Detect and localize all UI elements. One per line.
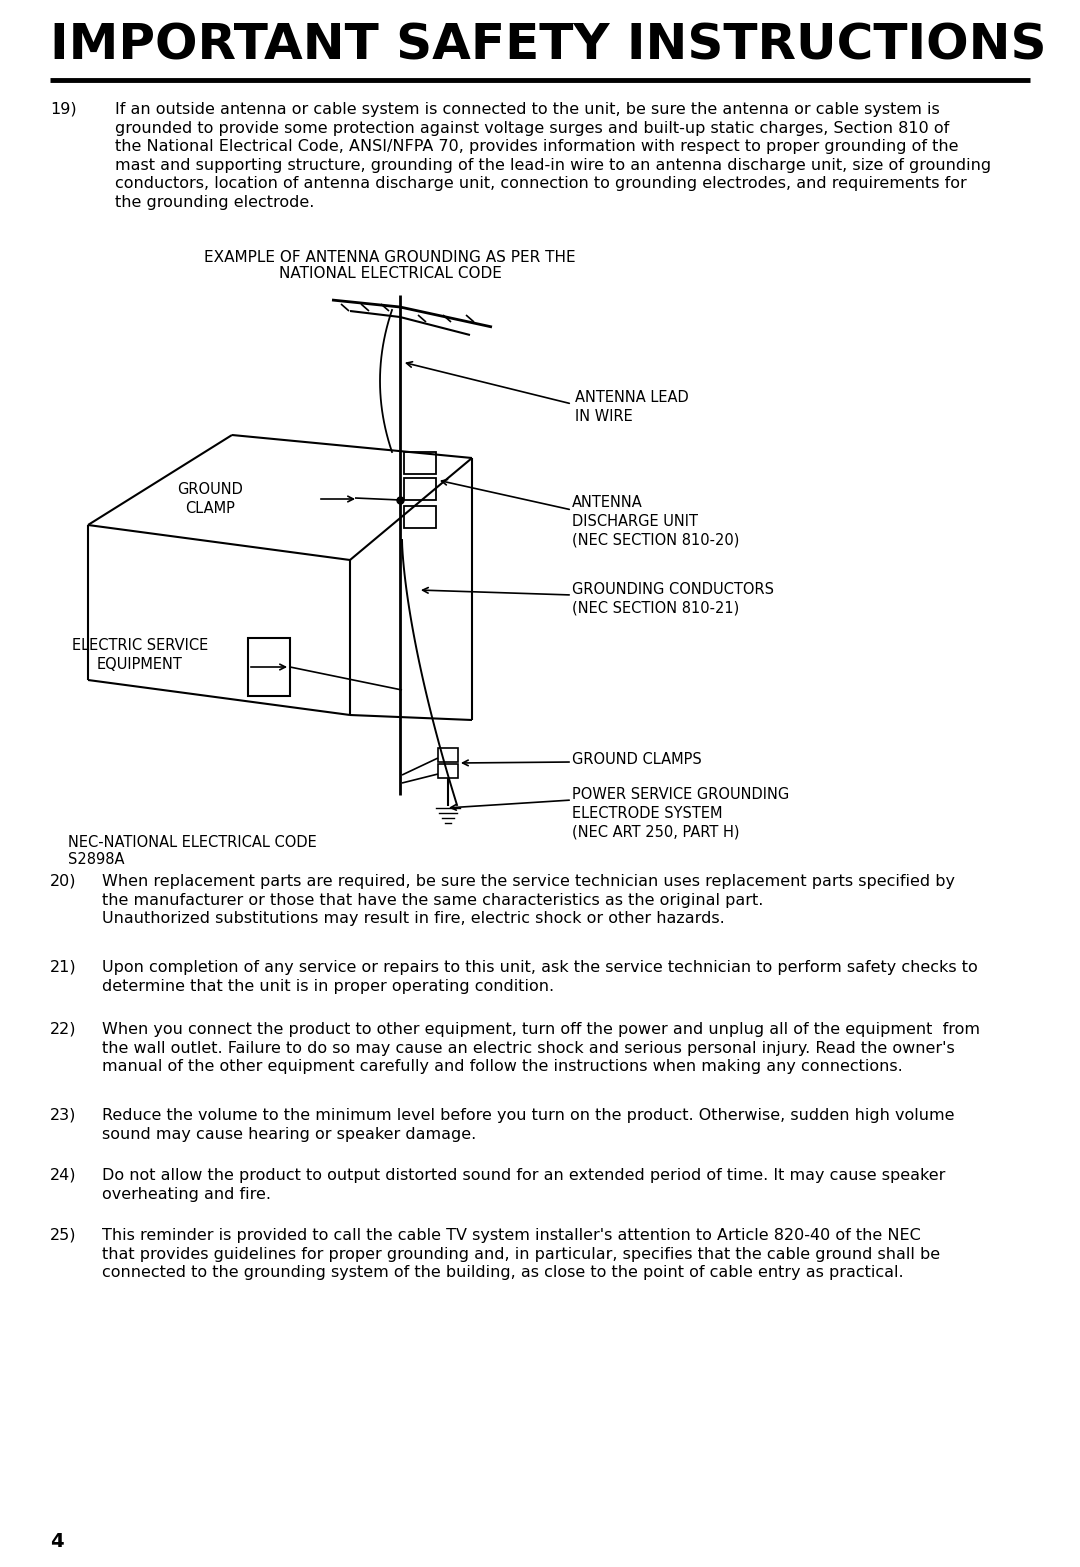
Text: GROUNDING CONDUCTORS
(NEC SECTION 810-21): GROUNDING CONDUCTORS (NEC SECTION 810-21… [572, 581, 774, 616]
Text: 20): 20) [50, 874, 77, 888]
Bar [248, 638, 291, 696]
Text: If an outside antenna or cable system is connected to the unit, be sure the ante: If an outside antenna or cable system is… [114, 102, 991, 210]
Text: S2898A: S2898A [68, 852, 124, 867]
Text: Reduce the volume to the minimum level before you turn on the product. Otherwise: Reduce the volume to the minimum level b… [102, 1108, 955, 1142]
Text: 19): 19) [50, 102, 77, 118]
Text: NATIONAL ELECTRICAL CODE: NATIONAL ELECTRICAL CODE [279, 266, 501, 280]
Text: 4: 4 [50, 1533, 64, 1551]
Text: NEC-NATIONAL ELECTRICAL CODE: NEC-NATIONAL ELECTRICAL CODE [68, 835, 316, 849]
Text: 21): 21) [50, 961, 77, 975]
Text: EXAMPLE OF ANTENNA GROUNDING AS PER THE: EXAMPLE OF ANTENNA GROUNDING AS PER THE [204, 251, 576, 265]
Bar [438, 765, 458, 777]
Text: 22): 22) [50, 1022, 77, 1037]
Text: Do not allow the product to output distorted sound for an extended period of tim: Do not allow the product to output disto… [102, 1167, 945, 1202]
Text: ANTENNA LEAD
IN WIRE: ANTENNA LEAD IN WIRE [575, 390, 689, 423]
Text: 24): 24) [50, 1167, 77, 1183]
Text: ANTENNA
DISCHARGE UNIT
(NEC SECTION 810-20): ANTENNA DISCHARGE UNIT (NEC SECTION 810-… [572, 495, 740, 547]
Bar [438, 747, 458, 762]
Text: GROUND CLAMPS: GROUND CLAMPS [572, 752, 702, 766]
Bar [404, 506, 436, 528]
Text: ELECTRIC SERVICE
EQUIPMENT: ELECTRIC SERVICE EQUIPMENT [72, 638, 208, 672]
Text: 25): 25) [50, 1229, 77, 1243]
Text: When you connect the product to other equipment, turn off the power and unplug a: When you connect the product to other eq… [102, 1022, 980, 1075]
Text: This reminder is provided to call the cable TV system installer's attention to A: This reminder is provided to call the ca… [102, 1229, 940, 1280]
Text: POWER SERVICE GROUNDING
ELECTRODE SYSTEM
(NEC ART 250, PART H): POWER SERVICE GROUNDING ELECTRODE SYSTEM… [572, 787, 789, 840]
Text: 23): 23) [50, 1108, 77, 1124]
Bar [404, 451, 436, 473]
Text: IMPORTANT SAFETY INSTRUCTIONS: IMPORTANT SAFETY INSTRUCTIONS [50, 22, 1047, 71]
Text: When replacement parts are required, be sure the service technician uses replace: When replacement parts are required, be … [102, 874, 955, 926]
Text: GROUND
CLAMP: GROUND CLAMP [177, 483, 243, 516]
Bar [404, 478, 436, 500]
Text: Upon completion of any service or repairs to this unit, ask the service technici: Upon completion of any service or repair… [102, 961, 977, 993]
